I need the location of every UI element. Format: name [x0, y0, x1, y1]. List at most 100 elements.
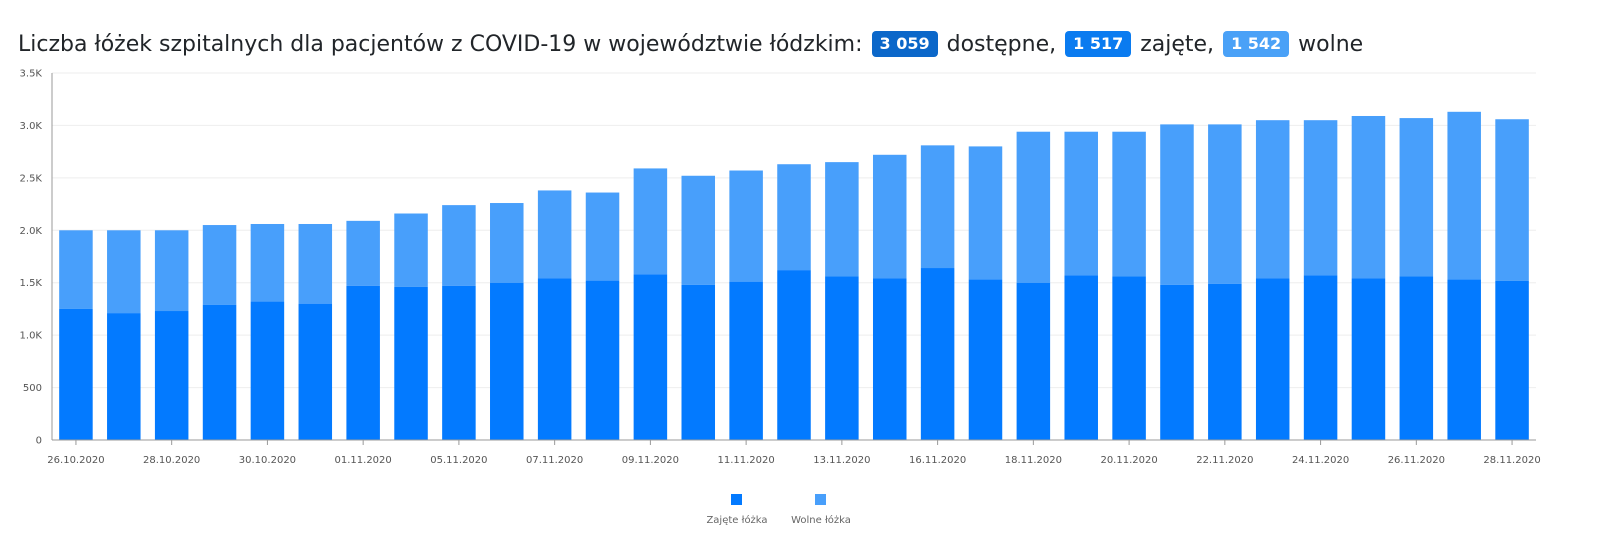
bar-free-beds — [1112, 131, 1146, 277]
bars — [59, 111, 1529, 440]
bar-free-beds — [777, 164, 811, 271]
legend-label: Zajęte łóżka — [706, 514, 767, 526]
bar-free-beds — [1399, 118, 1434, 277]
x-tick-label: 26.10.2020 — [47, 455, 104, 466]
legend: Zajęte łóżka Wolne łóżka — [706, 494, 851, 526]
x-tick-label: 01.11.2020 — [335, 455, 392, 466]
bar-occupied-beds — [1016, 282, 1051, 440]
x-tick-label: 11.11.2020 — [717, 455, 774, 466]
legend-swatch — [731, 494, 742, 505]
bar-occupied-beds — [394, 286, 428, 440]
bar-occupied-beds — [681, 284, 716, 440]
title-prefix: Liczba łóżek szpitalnych dla pacjentów z… — [18, 32, 863, 57]
x-tick-label: 09.11.2020 — [622, 455, 679, 466]
occupied-label: zajęte, — [1140, 32, 1215, 57]
bar-free-beds — [1303, 120, 1338, 276]
y-tick-label: 1.5K — [20, 278, 43, 289]
bar-free-beds — [1016, 131, 1051, 283]
x-tick-label: 22.11.2020 — [1196, 455, 1253, 466]
x-tick-label: 16.11.2020 — [909, 455, 966, 466]
available-label: dostępne, — [946, 32, 1057, 57]
bar-occupied-beds — [298, 303, 333, 440]
y-tick-label: 2.0K — [20, 226, 43, 237]
bar-occupied-beds — [825, 276, 859, 440]
bar-occupied-beds — [59, 308, 93, 440]
x-tick-label: 28.11.2020 — [1483, 455, 1540, 466]
bar-free-beds — [729, 170, 763, 282]
bar-occupied-beds — [633, 274, 668, 440]
bar-occupied-beds — [777, 270, 811, 440]
x-tick-label: 05.11.2020 — [430, 455, 487, 466]
y-tick-label: 0 — [36, 436, 42, 447]
bar-occupied-beds — [1303, 275, 1338, 440]
bar-free-beds — [585, 192, 620, 281]
bar-occupied-beds — [1208, 283, 1242, 440]
bar-occupied-beds — [1064, 275, 1098, 440]
occupied-beds-badge: 1 517 — [1065, 31, 1132, 57]
bar-occupied-beds — [346, 285, 380, 440]
x-tick-label: 07.11.2020 — [526, 455, 583, 466]
bar-occupied-beds — [107, 313, 141, 440]
bar-occupied-beds — [872, 278, 907, 440]
bar-occupied-beds — [490, 282, 524, 440]
bar-free-beds — [298, 223, 333, 304]
bar-occupied-beds — [250, 301, 285, 440]
bar-free-beds — [107, 230, 141, 314]
bar-free-beds — [250, 223, 285, 302]
bar-occupied-beds — [1255, 278, 1290, 440]
available-beds-badge: 3 059 — [871, 31, 938, 57]
x-tick-label: 18.11.2020 — [1005, 455, 1062, 466]
bar-free-beds — [394, 213, 428, 287]
x-tick-label: 30.10.2020 — [239, 455, 296, 466]
bar-free-beds — [872, 154, 907, 279]
x-tick-label: 24.11.2020 — [1292, 455, 1349, 466]
bar-free-beds — [154, 230, 189, 312]
y-tick-label: 500 — [23, 383, 42, 394]
x-tick-label: 13.11.2020 — [813, 455, 870, 466]
bar-free-beds — [633, 168, 668, 275]
free-label: wolne — [1298, 32, 1364, 57]
legend-swatch — [815, 494, 826, 505]
x-axis: 26.10.2020 28.10.2020 30.10.2020 01.11.2020… — [47, 439, 1541, 466]
x-tick-label: 26.11.2020 — [1388, 455, 1445, 466]
free-beds-badge: 1 542 — [1223, 31, 1290, 57]
bar-occupied-beds — [1351, 278, 1386, 440]
bar-occupied-beds — [154, 311, 189, 440]
bar-free-beds — [920, 145, 955, 269]
bar-occupied-beds — [1447, 279, 1481, 440]
bar-free-beds — [442, 205, 476, 286]
bar-free-beds — [537, 190, 572, 279]
bar-occupied-beds — [1495, 280, 1529, 440]
bar-occupied-beds — [1112, 276, 1146, 440]
x-tick-label: 20.11.2020 — [1100, 455, 1157, 466]
bar-free-beds — [1064, 131, 1098, 276]
y-tick-label: 3.0K — [20, 121, 43, 132]
y-tick-label: 3.5K — [20, 69, 43, 80]
bar-free-beds — [1255, 120, 1290, 279]
bar-free-beds — [490, 203, 524, 283]
bar-occupied-beds — [537, 278, 572, 440]
bar-free-beds — [346, 220, 380, 286]
bar-occupied-beds — [202, 304, 237, 440]
y-tick-label: 1.0K — [20, 331, 43, 342]
bar-free-beds — [968, 146, 1003, 280]
legend-label: Wolne łóżka — [791, 514, 851, 526]
bar-free-beds — [1447, 111, 1481, 280]
y-tick-label: 2.5K — [20, 173, 43, 184]
bar-occupied-beds — [1399, 276, 1434, 440]
bar-free-beds — [59, 230, 93, 309]
bar-free-beds — [1208, 124, 1242, 284]
bar-free-beds — [681, 175, 716, 285]
bar-occupied-beds — [1160, 284, 1194, 440]
bar-occupied-beds — [968, 279, 1003, 440]
bar-free-beds — [202, 225, 237, 305]
x-tick-label: 28.10.2020 — [143, 455, 200, 466]
bar-free-beds — [1160, 124, 1194, 285]
bar-occupied-beds — [442, 285, 476, 440]
bar-free-beds — [1495, 119, 1529, 281]
bar-occupied-beds — [920, 268, 955, 440]
chart-title: Liczba łóżek szpitalnych dla pacjentów z… — [18, 28, 1363, 62]
bar-free-beds — [1351, 115, 1386, 279]
bar-occupied-beds — [729, 281, 763, 440]
